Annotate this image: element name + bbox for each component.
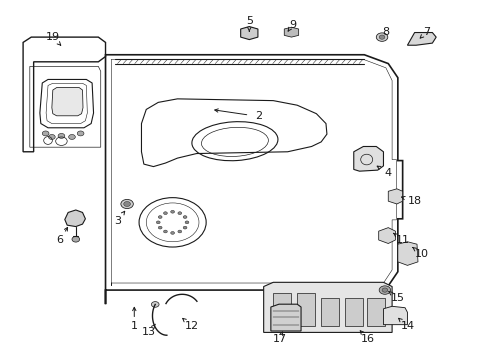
- Circle shape: [156, 221, 160, 224]
- Circle shape: [184, 221, 188, 224]
- Circle shape: [378, 35, 384, 39]
- Circle shape: [158, 226, 162, 229]
- Text: 13: 13: [142, 327, 155, 337]
- Circle shape: [151, 302, 159, 307]
- Polygon shape: [270, 304, 301, 331]
- Circle shape: [170, 210, 174, 213]
- Text: 6: 6: [57, 235, 63, 245]
- Polygon shape: [321, 298, 339, 327]
- Circle shape: [77, 131, 84, 136]
- Polygon shape: [407, 32, 435, 45]
- Circle shape: [178, 230, 182, 233]
- Polygon shape: [240, 27, 257, 40]
- Circle shape: [378, 286, 390, 294]
- Circle shape: [170, 231, 174, 234]
- Text: 2: 2: [255, 112, 262, 121]
- Polygon shape: [387, 189, 402, 204]
- Circle shape: [376, 33, 387, 41]
- Polygon shape: [345, 298, 363, 327]
- Polygon shape: [366, 298, 384, 327]
- Circle shape: [178, 212, 182, 215]
- Polygon shape: [52, 87, 83, 116]
- Circle shape: [48, 135, 55, 139]
- Circle shape: [121, 199, 133, 208]
- Circle shape: [123, 202, 130, 207]
- Circle shape: [68, 135, 75, 139]
- Text: 17: 17: [272, 334, 286, 345]
- Circle shape: [163, 230, 167, 233]
- Text: 12: 12: [184, 321, 199, 332]
- Polygon shape: [263, 282, 391, 332]
- Text: 18: 18: [407, 196, 421, 206]
- Polygon shape: [378, 228, 395, 243]
- Text: 4: 4: [384, 168, 391, 178]
- Circle shape: [158, 216, 162, 219]
- Circle shape: [163, 212, 167, 215]
- Text: 7: 7: [422, 27, 429, 37]
- Polygon shape: [273, 293, 291, 327]
- Text: 19: 19: [46, 32, 60, 42]
- Text: 3: 3: [114, 216, 121, 226]
- Circle shape: [72, 237, 80, 242]
- Polygon shape: [284, 27, 298, 37]
- Text: 15: 15: [390, 293, 404, 303]
- Text: 16: 16: [361, 334, 374, 345]
- Circle shape: [183, 226, 186, 229]
- Text: 5: 5: [245, 16, 252, 26]
- Polygon shape: [64, 210, 85, 226]
- Circle shape: [183, 216, 186, 219]
- Text: 10: 10: [414, 249, 428, 259]
- Polygon shape: [353, 147, 383, 171]
- Text: 9: 9: [288, 20, 295, 30]
- Text: 1: 1: [130, 321, 138, 332]
- Polygon shape: [397, 242, 417, 265]
- Text: 8: 8: [382, 27, 388, 37]
- Text: 14: 14: [400, 321, 414, 332]
- Circle shape: [381, 288, 387, 292]
- Polygon shape: [383, 306, 407, 325]
- Polygon shape: [297, 293, 315, 327]
- Text: 11: 11: [395, 235, 409, 245]
- Circle shape: [58, 134, 64, 138]
- Circle shape: [42, 131, 49, 136]
